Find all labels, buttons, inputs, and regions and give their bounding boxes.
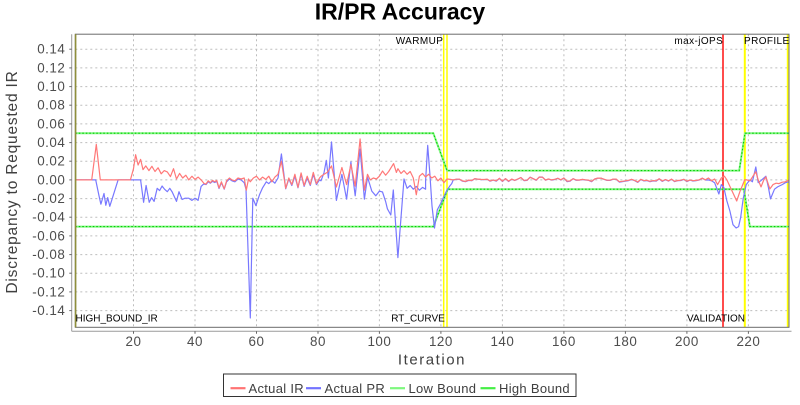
svg-text:80: 80 xyxy=(310,334,326,349)
svg-text:-0.10: -0.10 xyxy=(32,266,65,281)
svg-text:0.02: 0.02 xyxy=(37,154,65,169)
svg-text:0.06: 0.06 xyxy=(37,116,65,131)
svg-text:Actual PR: Actual PR xyxy=(325,381,386,396)
svg-text:VALIDATION: VALIDATION xyxy=(687,314,745,325)
svg-text:Iteration: Iteration xyxy=(398,351,466,368)
svg-text:0.04: 0.04 xyxy=(37,135,65,150)
svg-text:160: 160 xyxy=(552,334,576,349)
svg-text:WARMUP: WARMUP xyxy=(396,36,444,47)
svg-text:-0.04: -0.04 xyxy=(32,210,65,225)
svg-text:-0.06: -0.06 xyxy=(32,228,65,243)
svg-text:0.12: 0.12 xyxy=(37,60,65,75)
svg-text:Discrepancy to Requested IR: Discrepancy to Requested IR xyxy=(4,70,21,293)
svg-text:0.00: 0.00 xyxy=(37,172,65,187)
svg-text:IR/PR Accuracy: IR/PR Accuracy xyxy=(315,0,486,25)
svg-text:40: 40 xyxy=(187,334,203,349)
svg-text:100: 100 xyxy=(367,334,391,349)
svg-text:0.08: 0.08 xyxy=(37,98,65,113)
svg-text:Actual IR: Actual IR xyxy=(249,381,304,396)
svg-text:PROFILE: PROFILE xyxy=(744,36,790,47)
svg-text:140: 140 xyxy=(490,334,514,349)
svg-text:RT_CURVE: RT_CURVE xyxy=(391,314,445,325)
svg-text:-0.14: -0.14 xyxy=(32,303,65,318)
svg-text:200: 200 xyxy=(675,334,699,349)
svg-text:HIGH_BOUND_IR: HIGH_BOUND_IR xyxy=(76,314,158,325)
svg-text:220: 220 xyxy=(736,334,760,349)
svg-text:60: 60 xyxy=(249,334,265,349)
svg-text:-0.08: -0.08 xyxy=(32,247,65,262)
svg-text:max-jOPS: max-jOPS xyxy=(674,36,723,47)
svg-text:-0.12: -0.12 xyxy=(32,284,65,299)
svg-text:20: 20 xyxy=(126,334,142,349)
svg-text:0.10: 0.10 xyxy=(37,79,65,94)
svg-text:180: 180 xyxy=(613,334,637,349)
svg-text:Low Bound: Low Bound xyxy=(409,381,477,396)
svg-text:0.14: 0.14 xyxy=(37,42,65,57)
svg-text:120: 120 xyxy=(429,334,453,349)
svg-text:-0.02: -0.02 xyxy=(32,191,65,206)
svg-text:High Bound: High Bound xyxy=(499,381,570,396)
